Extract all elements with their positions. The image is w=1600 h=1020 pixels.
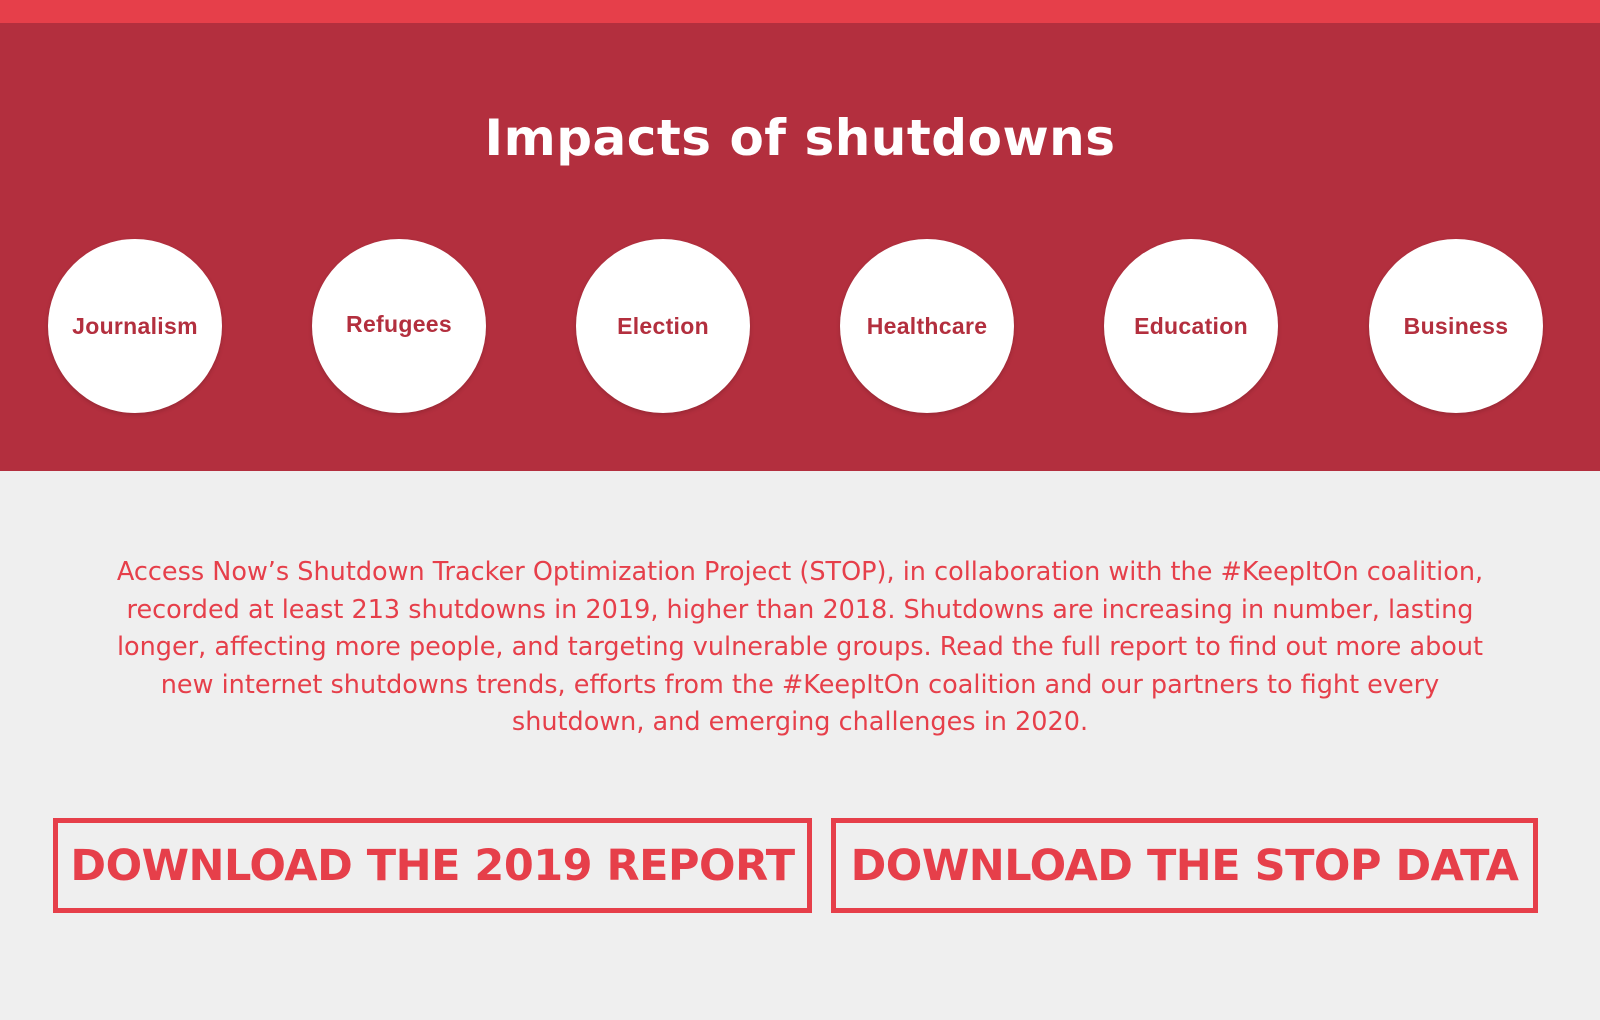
hero-title: Impacts of shutdowns [484,109,1116,167]
topic-label: Business [1403,312,1509,339]
topic-label: Healthcare [866,312,988,339]
topic-label: Election [617,312,709,339]
topic-circle-election[interactable]: Election [576,239,750,413]
topic-circle-business[interactable]: Business [1369,239,1543,413]
impacts-hero: Impacts of shutdowns Journalism Refugees… [0,23,1600,471]
topic-label: Journalism [72,312,198,339]
topic-circle-education[interactable]: Education [1104,239,1278,413]
topic-circle-refugees[interactable]: Refugees [312,239,486,413]
topic-circle-healthcare[interactable]: Healthcare [840,239,1014,413]
download-report-button[interactable]: DOWNLOAD THE 2019 REPORT [53,818,812,913]
topic-label: Refugees [346,310,452,337]
topic-label: Education [1134,312,1248,339]
top-accent-bar [0,0,1600,23]
report-description: Access Now’s Shutdown Tracker Optimizati… [116,557,1484,737]
topic-circle-journalism[interactable]: Journalism [48,239,222,413]
download-stop-data-button[interactable]: DOWNLOAD THE STOP DATA [831,818,1538,913]
